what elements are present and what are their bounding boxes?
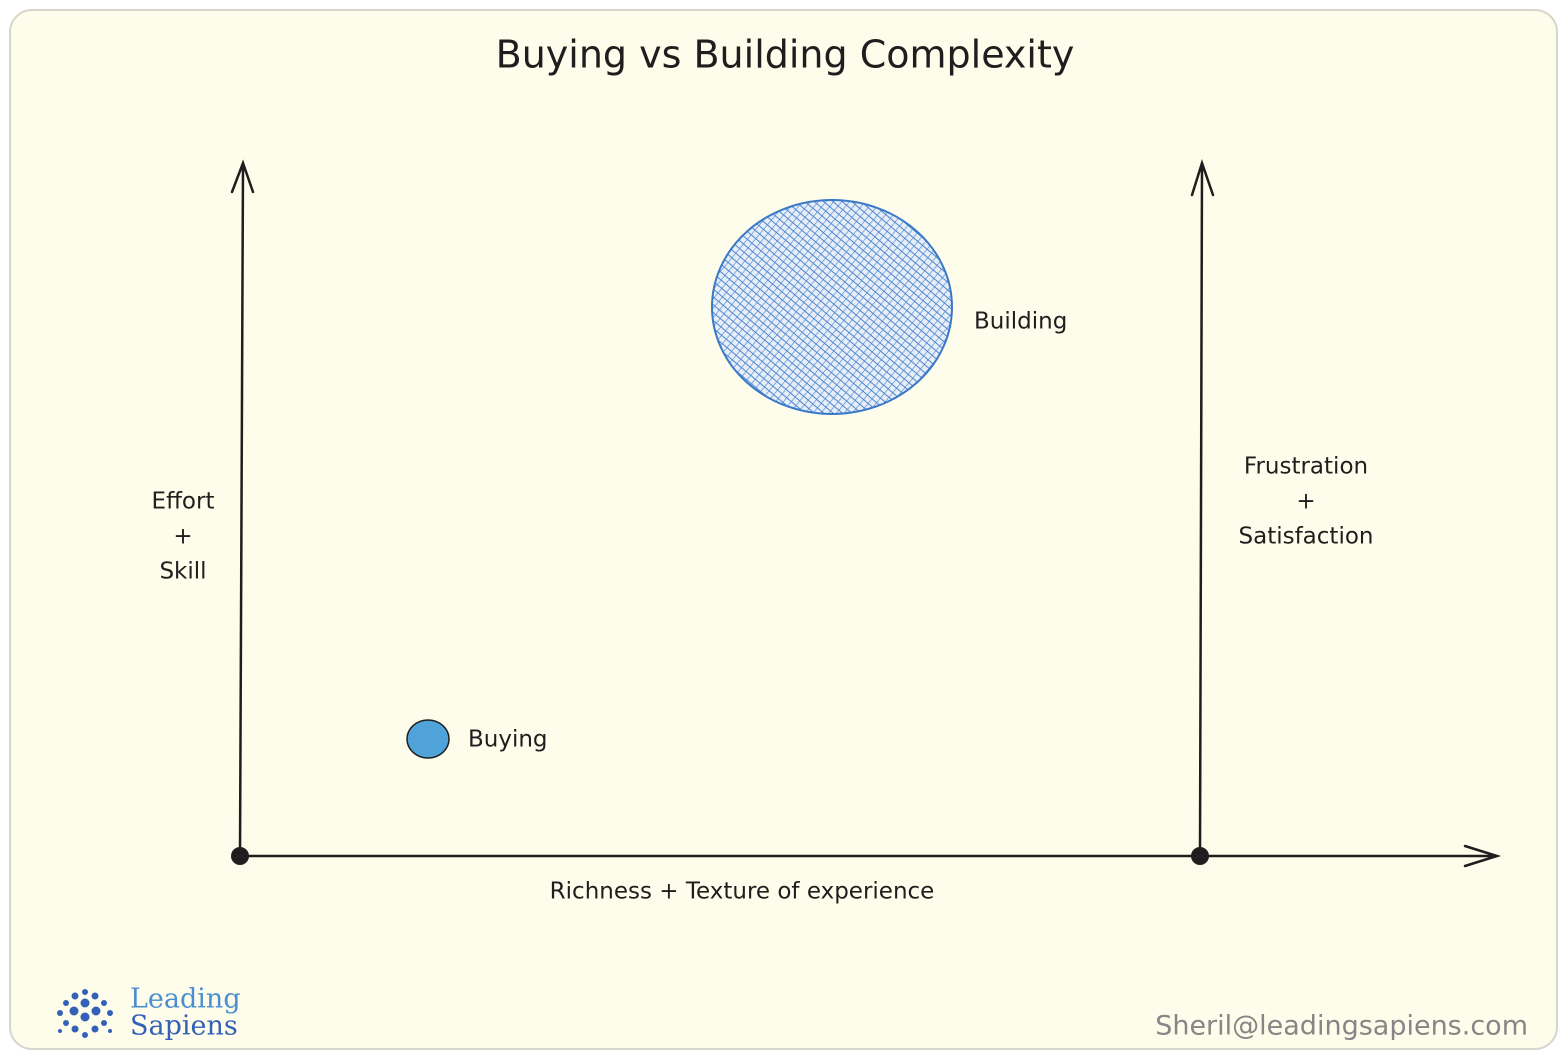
footer-email: Sheril@leadingsapiens.com (1155, 1011, 1528, 1042)
logo-mark (57, 989, 113, 1038)
axis-dot (1191, 847, 1209, 865)
x-axis (238, 844, 1502, 868)
origin-dot (231, 847, 249, 865)
logo-text: Sapiens (130, 1011, 238, 1042)
right-axis (1190, 158, 1215, 857)
right-axis-label: Frustration (1244, 454, 1368, 480)
x-axis-label: Richness + Texture of experience (550, 879, 935, 905)
axes (230, 158, 1502, 868)
left-axis (230, 159, 255, 857)
building-circle (711, 199, 953, 415)
left-axis-label: Effort (152, 489, 215, 515)
buying-circle (406, 719, 450, 759)
logo-text: Leading (130, 984, 241, 1015)
right-axis-label: Satisfaction (1239, 524, 1374, 550)
left-axis-label: Skill (159, 559, 206, 585)
canvas-background (9, 9, 1558, 1050)
node-label: Building (974, 309, 1067, 335)
node-label: Buying (468, 727, 548, 753)
right-axis-label: + (1296, 489, 1315, 515)
title: Buying vs Building Complexity (496, 33, 1075, 77)
left-axis-label: + (173, 524, 192, 550)
